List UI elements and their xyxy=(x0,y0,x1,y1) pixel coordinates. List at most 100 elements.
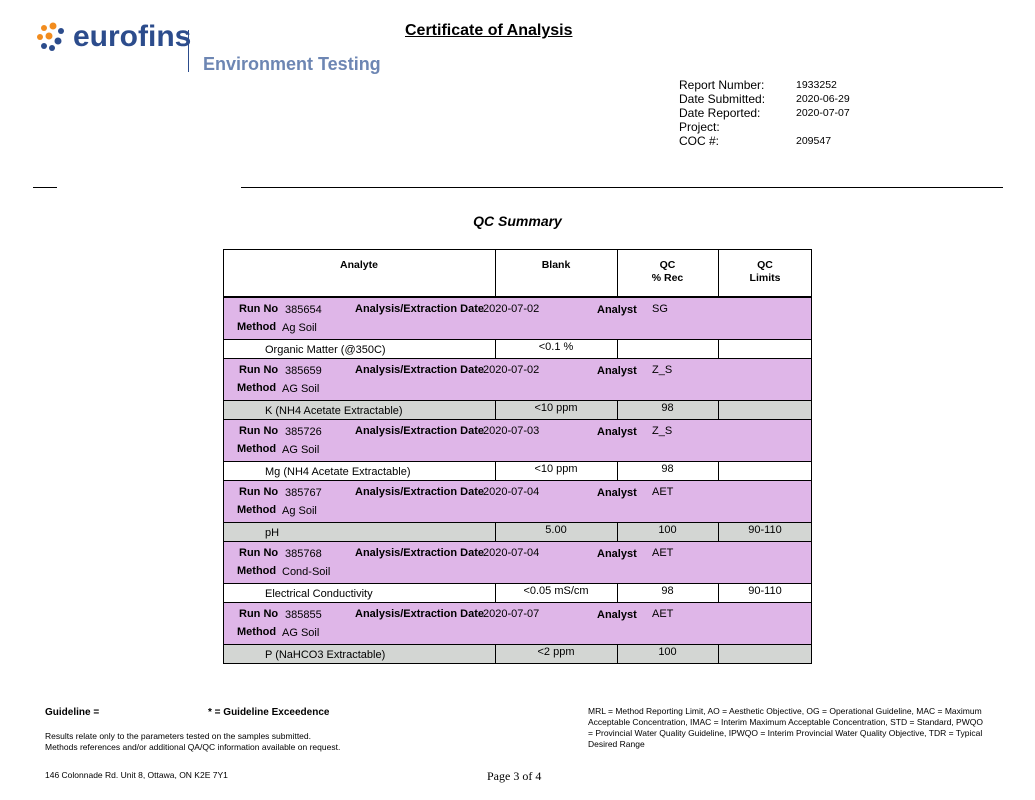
rule xyxy=(33,187,57,188)
cell-divider xyxy=(718,461,719,481)
cell-divider xyxy=(495,400,496,420)
analyst-label: Analyst xyxy=(597,365,637,377)
info-label: Date Reported: xyxy=(679,106,761,120)
analyte: Electrical Conductivity xyxy=(265,588,373,600)
date: 2020-07-04 xyxy=(483,547,540,559)
date-label: Analysis/Extraction Date xyxy=(355,547,484,559)
info-value: 2020-06-29 xyxy=(796,93,850,105)
info-value: 209547 xyxy=(796,135,832,147)
method: Ag Soil xyxy=(282,322,317,334)
guideline: Guideline = xyxy=(45,707,100,718)
cell-divider xyxy=(495,522,496,542)
cell-divider xyxy=(495,339,496,359)
cell-divider xyxy=(718,644,719,664)
analyte: Mg (NH4 Acetate Extractable) xyxy=(265,466,411,478)
run-label: Run No xyxy=(239,486,279,498)
run-no: 385726 xyxy=(285,426,322,438)
col-divider xyxy=(495,249,496,297)
col-divider xyxy=(718,249,719,297)
method: AG Soil xyxy=(282,383,320,395)
run-no: 385855 xyxy=(285,609,322,621)
date: 2020-07-04 xyxy=(483,486,540,498)
info-label: Report Number: xyxy=(679,78,765,92)
run-row xyxy=(223,542,812,583)
blank: <0.05 mS/cm xyxy=(523,585,589,597)
run-row xyxy=(223,420,812,461)
info-label: Project: xyxy=(679,120,720,134)
blank: 5.00 xyxy=(545,524,567,536)
data-row xyxy=(223,339,812,359)
address: 146 Colonnade Rd. Unit 8, Ottawa, ON K2E… xyxy=(45,770,228,780)
method-label: Method xyxy=(237,504,277,516)
subtitle: Environment Testing xyxy=(203,54,381,74)
qc-rec: 98 xyxy=(661,463,674,475)
date-label: Analysis/Extraction Date xyxy=(355,608,484,620)
qc-rec: 98 xyxy=(661,585,674,597)
analyst: AET xyxy=(652,547,674,559)
page-number: Page 3 of 4 xyxy=(487,769,542,783)
column-header: % Rec xyxy=(651,272,684,284)
cell-divider xyxy=(718,339,719,359)
run-no: 385767 xyxy=(285,487,322,499)
method-label: Method xyxy=(237,321,277,333)
analyst: Z_S xyxy=(652,364,673,376)
header-row xyxy=(223,249,812,298)
run-label: Run No xyxy=(239,608,279,620)
run-row xyxy=(223,481,812,522)
date: 2020-07-03 xyxy=(483,425,540,437)
method: AG Soil xyxy=(282,444,320,456)
run-no: 385654 xyxy=(285,304,322,316)
data-row xyxy=(223,461,812,481)
analyst-label: Analyst xyxy=(597,548,637,560)
column-header: Analyte xyxy=(340,259,378,271)
analyte: Organic Matter (@350C) xyxy=(265,344,386,356)
analyst: AET xyxy=(652,608,674,620)
info-value: 2020-07-07 xyxy=(796,107,850,119)
title: Certificate of Analysis xyxy=(405,22,573,39)
column-header: QC xyxy=(757,259,773,271)
analyst: AET xyxy=(652,486,674,498)
cell-divider xyxy=(718,583,719,603)
col-divider xyxy=(617,249,618,297)
run-label: Run No xyxy=(239,364,279,376)
cell-divider xyxy=(617,400,618,420)
qc-rec: 98 xyxy=(661,402,674,414)
data-row xyxy=(223,583,812,603)
blank: <10 ppm xyxy=(534,463,578,475)
info-label: Date Submitted: xyxy=(679,92,766,106)
method-label: Method xyxy=(237,443,277,455)
analyte: P (NaHCO3 Extractable) xyxy=(265,649,386,661)
blank: <10 ppm xyxy=(534,402,578,414)
cell-divider xyxy=(495,644,496,664)
date-label: Analysis/Extraction Date xyxy=(355,486,484,498)
cell-divider xyxy=(718,522,719,542)
analyst: SG xyxy=(652,303,668,315)
method: AG Soil xyxy=(282,627,320,639)
cell-divider xyxy=(617,644,618,664)
date-label: Analysis/Extraction Date xyxy=(355,364,484,376)
column-header: Blank xyxy=(541,259,571,271)
method-label: Method xyxy=(237,626,277,638)
date: 2020-07-02 xyxy=(483,303,540,315)
data-row xyxy=(223,522,812,542)
cell-divider xyxy=(617,339,618,359)
run-label: Run No xyxy=(239,303,279,315)
note: Results relate only to the parameters te… xyxy=(45,731,311,741)
info-label: COC #: xyxy=(679,134,720,148)
date: 2020-07-02 xyxy=(483,364,540,376)
logo-icon xyxy=(37,22,64,51)
date-label: Analysis/Extraction Date xyxy=(355,303,484,315)
rule xyxy=(241,187,1003,188)
cell-divider xyxy=(617,461,618,481)
run-label: Run No xyxy=(239,425,279,437)
qc-rec: 100 xyxy=(658,646,677,658)
info-value: 1933252 xyxy=(796,79,837,91)
method: Ag Soil xyxy=(282,505,317,517)
abbreviations: MRL = Method Reporting Limit, AO = Aesth… xyxy=(588,706,983,749)
analyst-label: Analyst xyxy=(597,304,637,316)
qc-rec: 100 xyxy=(658,524,677,536)
method-label: Method xyxy=(237,565,277,577)
section-title: QC Summary xyxy=(473,213,562,229)
data-row xyxy=(223,400,812,420)
column-header: Limits xyxy=(749,272,781,284)
